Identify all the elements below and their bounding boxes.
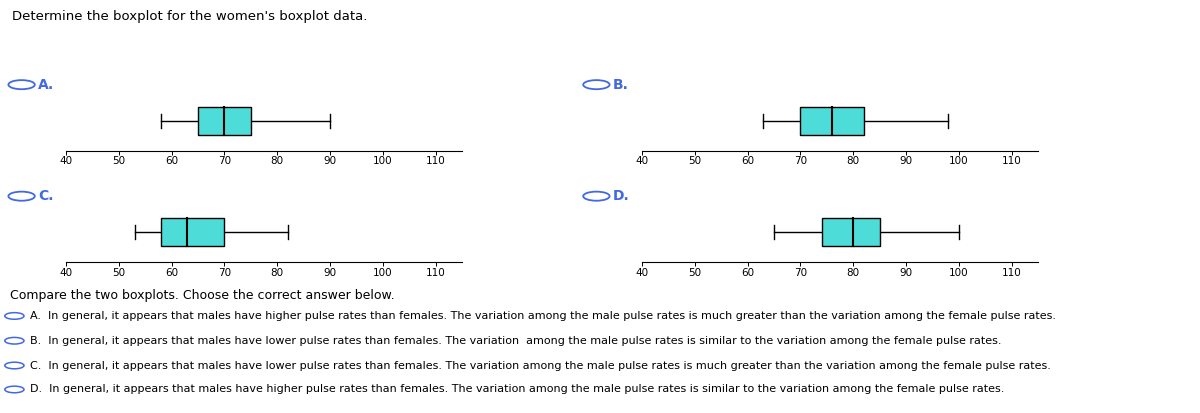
Text: Compare the two boxplots. Choose the correct answer below.: Compare the two boxplots. Choose the cor…: [10, 289, 395, 302]
Bar: [822, 218, 880, 246]
Text: D.: D.: [613, 189, 630, 203]
Text: Determine the boxplot for the women's boxplot data.: Determine the boxplot for the women's bo…: [12, 10, 367, 23]
Bar: [161, 218, 224, 246]
Text: C.  In general, it appears that males have lower pulse rates than females. The v: C. In general, it appears that males hav…: [30, 361, 1051, 370]
Text: C.: C.: [38, 189, 54, 203]
Bar: [800, 107, 864, 135]
Bar: [198, 107, 251, 135]
Text: A.  In general, it appears that males have higher pulse rates than females. The : A. In general, it appears that males hav…: [30, 311, 1056, 321]
Text: B.: B.: [613, 78, 629, 92]
Text: B.  In general, it appears that males have lower pulse rates than females. The v: B. In general, it appears that males hav…: [30, 336, 1002, 346]
Text: A.: A.: [38, 78, 55, 92]
Text: D.  In general, it appears that males have higher pulse rates than females. The : D. In general, it appears that males hav…: [30, 385, 1004, 394]
